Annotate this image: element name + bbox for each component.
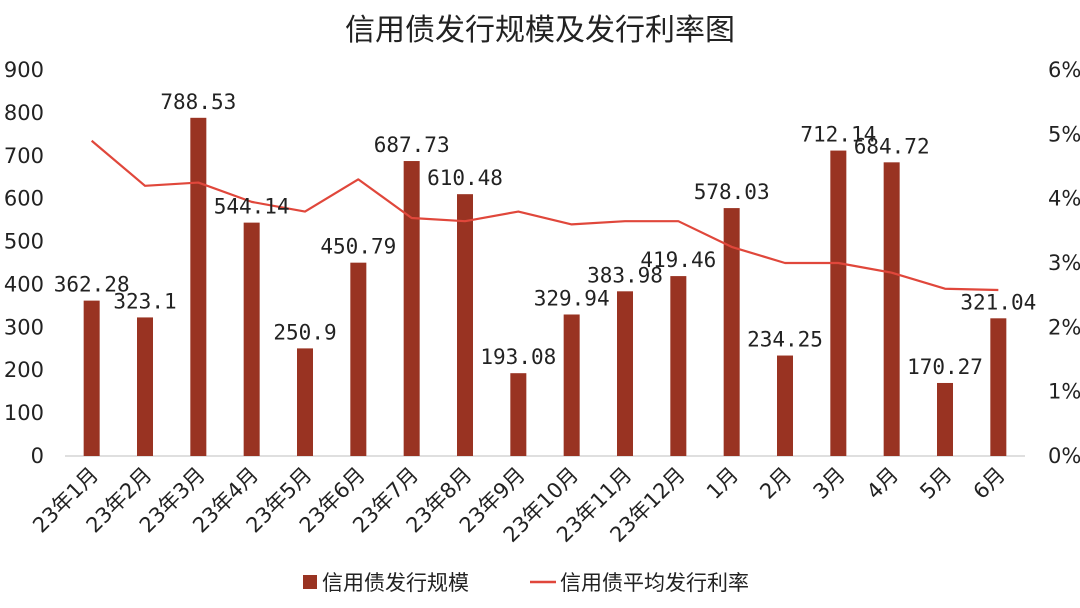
bar (510, 373, 527, 456)
y-left-tick-label: 800 (4, 101, 44, 125)
bar-data-label: 687.73 (374, 133, 450, 157)
bar (457, 194, 473, 456)
category-label: 2月 (755, 463, 796, 504)
bar-data-label: 578.03 (694, 180, 770, 204)
bar-data-label: 323.1 (113, 289, 176, 313)
bar-data-label: 544.14 (214, 195, 290, 219)
y-right-tick-label: 2% (1048, 315, 1080, 339)
bar (563, 314, 580, 456)
bar-data-label: 250.9 (273, 320, 336, 344)
legend-bar-swatch (303, 575, 317, 589)
bar-data-label: 610.48 (427, 166, 503, 190)
bar (297, 348, 313, 456)
bar (403, 161, 420, 457)
axes: 0 100 200 300 400 500 600 700 800 900 0% 1% 2% 3% 4% 5%… (4, 58, 1080, 468)
y-left-tick-label: 500 (4, 230, 44, 254)
bar (937, 382, 953, 456)
y-left-tick-label: 200 (4, 358, 44, 382)
bar (883, 162, 900, 456)
legend: 信用债发行规模 信用债平均发行利率 (303, 571, 749, 595)
y-right-tick-label: 3% (1048, 251, 1080, 275)
bar (190, 117, 207, 457)
bar-data-label: 712.14 (800, 123, 876, 147)
bar-data-label: 170.27 (907, 355, 983, 379)
bar (617, 291, 633, 456)
y-right-tick-label: 6% (1048, 58, 1080, 82)
bar (243, 222, 260, 456)
bar-series (83, 117, 1007, 457)
y-right-tick-label: 4% (1048, 187, 1080, 211)
bar-data-label: 321.04 (960, 290, 1036, 314)
y-left-tick-label: 400 (4, 272, 44, 296)
bar-data-label: 362.28 (54, 273, 130, 297)
bar (670, 276, 687, 456)
y-right-tick-label: 0% (1048, 444, 1080, 468)
bar-data-label: 684.72 (854, 134, 930, 158)
bar (83, 300, 100, 456)
y-left-tick-label: 700 (4, 144, 44, 168)
bar (723, 208, 740, 456)
bar (777, 355, 793, 456)
bar-data-label: 234.25 (747, 328, 823, 352)
category-label: 4月 (862, 463, 903, 504)
y-left-tick-label: 100 (4, 401, 44, 425)
bar-data-label: 329.94 (534, 286, 610, 310)
bar-data-label: 788.53 (160, 90, 236, 114)
bar (350, 262, 367, 456)
line-series (90, 139, 999, 292)
bar-data-label: 450.79 (320, 235, 396, 259)
category-label: 5月 (915, 463, 956, 504)
legend-bar-label: 信用债发行规模 (322, 571, 469, 595)
chart-title: 信用债发行规模及发行利率图 (345, 13, 735, 48)
bar (990, 318, 1007, 456)
bar-data-label: 383.98 (587, 263, 663, 287)
y-left-tick-label: 600 (4, 187, 44, 211)
legend-line-label: 信用债平均发行利率 (560, 571, 749, 595)
bar-data-label: 419.46 (640, 248, 716, 272)
category-label: 3月 (809, 463, 850, 504)
category-label: 1月 (702, 463, 743, 504)
category-labels: 23年1月23年2月23年3月23年4月23年5月23年6月23年7月23年8月… (28, 463, 1010, 547)
category-label: 6月 (969, 463, 1010, 504)
y-left-tick-label: 300 (4, 315, 44, 339)
y-right-tick-label: 1% (1048, 380, 1080, 404)
bar-data-label: 193.08 (480, 345, 556, 369)
bar (137, 317, 153, 456)
bar (830, 150, 847, 457)
y-left-tick-label: 0 (31, 444, 44, 468)
rate-line (90, 139, 999, 292)
y-left-tick-label: 900 (4, 58, 44, 82)
y-right-tick-label: 5% (1048, 122, 1080, 146)
